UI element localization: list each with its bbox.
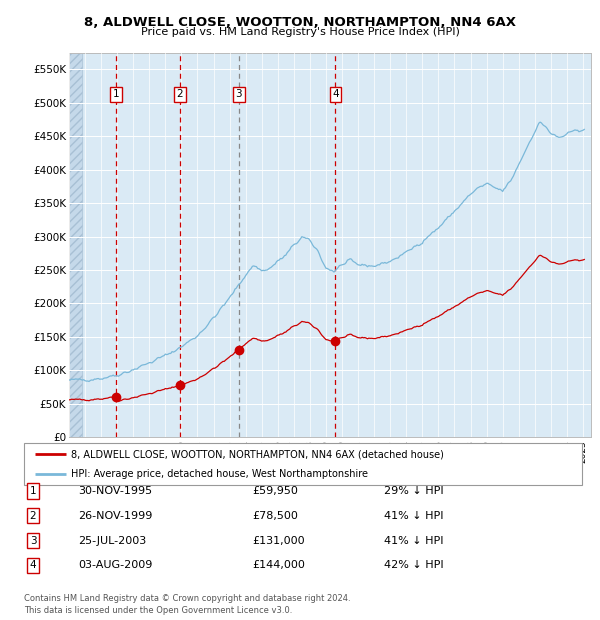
Text: 1: 1 bbox=[113, 89, 119, 99]
Text: 30-NOV-1995: 30-NOV-1995 bbox=[78, 486, 152, 496]
Text: 2: 2 bbox=[176, 89, 183, 99]
Text: 8, ALDWELL CLOSE, WOOTTON, NORTHAMPTON, NN4 6AX: 8, ALDWELL CLOSE, WOOTTON, NORTHAMPTON, … bbox=[84, 16, 516, 29]
FancyBboxPatch shape bbox=[24, 443, 582, 485]
Text: £144,000: £144,000 bbox=[252, 560, 305, 570]
Text: Contains HM Land Registry data © Crown copyright and database right 2024.
This d: Contains HM Land Registry data © Crown c… bbox=[24, 594, 350, 615]
Text: £78,500: £78,500 bbox=[252, 511, 298, 521]
Text: £59,950: £59,950 bbox=[252, 486, 298, 496]
Text: 25-JUL-2003: 25-JUL-2003 bbox=[78, 536, 146, 546]
Text: 26-NOV-1999: 26-NOV-1999 bbox=[78, 511, 152, 521]
Text: 3: 3 bbox=[235, 89, 242, 99]
Text: Price paid vs. HM Land Registry's House Price Index (HPI): Price paid vs. HM Land Registry's House … bbox=[140, 27, 460, 37]
Text: 42% ↓ HPI: 42% ↓ HPI bbox=[384, 560, 443, 570]
Text: 1: 1 bbox=[29, 486, 37, 496]
Text: 03-AUG-2009: 03-AUG-2009 bbox=[78, 560, 152, 570]
Text: £131,000: £131,000 bbox=[252, 536, 305, 546]
Text: 4: 4 bbox=[332, 89, 339, 99]
Text: 8, ALDWELL CLOSE, WOOTTON, NORTHAMPTON, NN4 6AX (detached house): 8, ALDWELL CLOSE, WOOTTON, NORTHAMPTON, … bbox=[71, 450, 445, 459]
Text: 29% ↓ HPI: 29% ↓ HPI bbox=[384, 486, 443, 496]
Text: 41% ↓ HPI: 41% ↓ HPI bbox=[384, 511, 443, 521]
Text: 4: 4 bbox=[29, 560, 37, 570]
Text: 3: 3 bbox=[29, 536, 37, 546]
Text: 2: 2 bbox=[29, 511, 37, 521]
Text: HPI: Average price, detached house, West Northamptonshire: HPI: Average price, detached house, West… bbox=[71, 469, 368, 479]
Text: 41% ↓ HPI: 41% ↓ HPI bbox=[384, 536, 443, 546]
